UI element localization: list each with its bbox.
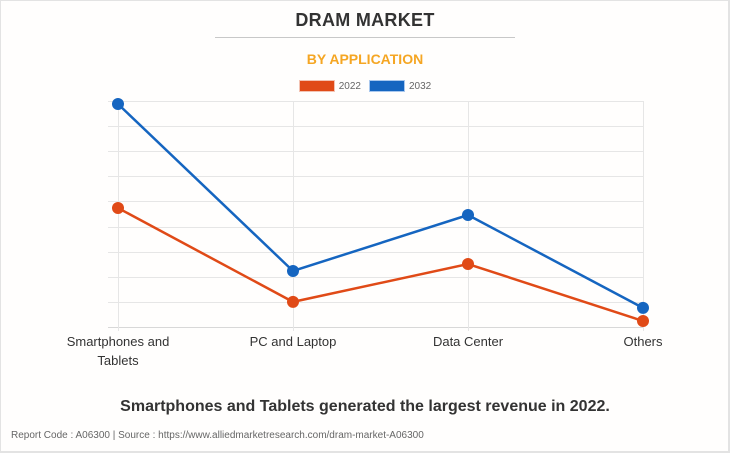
data-point-2032 <box>462 209 474 221</box>
chart-title: DRAM MARKET <box>295 10 435 30</box>
x-tick-label: Smartphones and Tablets <box>67 334 170 368</box>
x-tick-label: PC and Laptop <box>250 334 337 349</box>
data-point-2022 <box>112 202 124 214</box>
series-line-2022 <box>117 206 644 323</box>
chart-subtitle: BY APPLICATION <box>306 51 424 67</box>
data-point-2022 <box>462 258 474 270</box>
legend-swatch-2022 <box>298 80 335 92</box>
title-divider <box>215 37 515 38</box>
x-tick-label: Others <box>623 334 663 349</box>
legend-swatch-2032 <box>369 80 405 92</box>
x-tick-label: Data Center <box>433 334 504 349</box>
series-line-2032 <box>117 103 644 310</box>
data-point-2022 <box>287 295 299 308</box>
legend: 2022 2032 <box>0 80 730 92</box>
source-line: Report Code : A06300 | Source : https://… <box>11 430 424 441</box>
data-point-2032 <box>637 301 649 314</box>
legend-item-2022[interactable]: 2022 <box>298 80 361 92</box>
data-point-2022 <box>637 315 649 327</box>
data-point-2032 <box>287 265 299 277</box>
legend-item-2032[interactable]: 2032 <box>369 80 431 92</box>
legend-label-2032: 2032 <box>409 80 432 92</box>
chart-summary: Smartphones and Tablets generated the la… <box>120 398 610 415</box>
legend-label-2022: 2022 <box>338 80 361 92</box>
data-point-2032 <box>112 98 124 110</box>
